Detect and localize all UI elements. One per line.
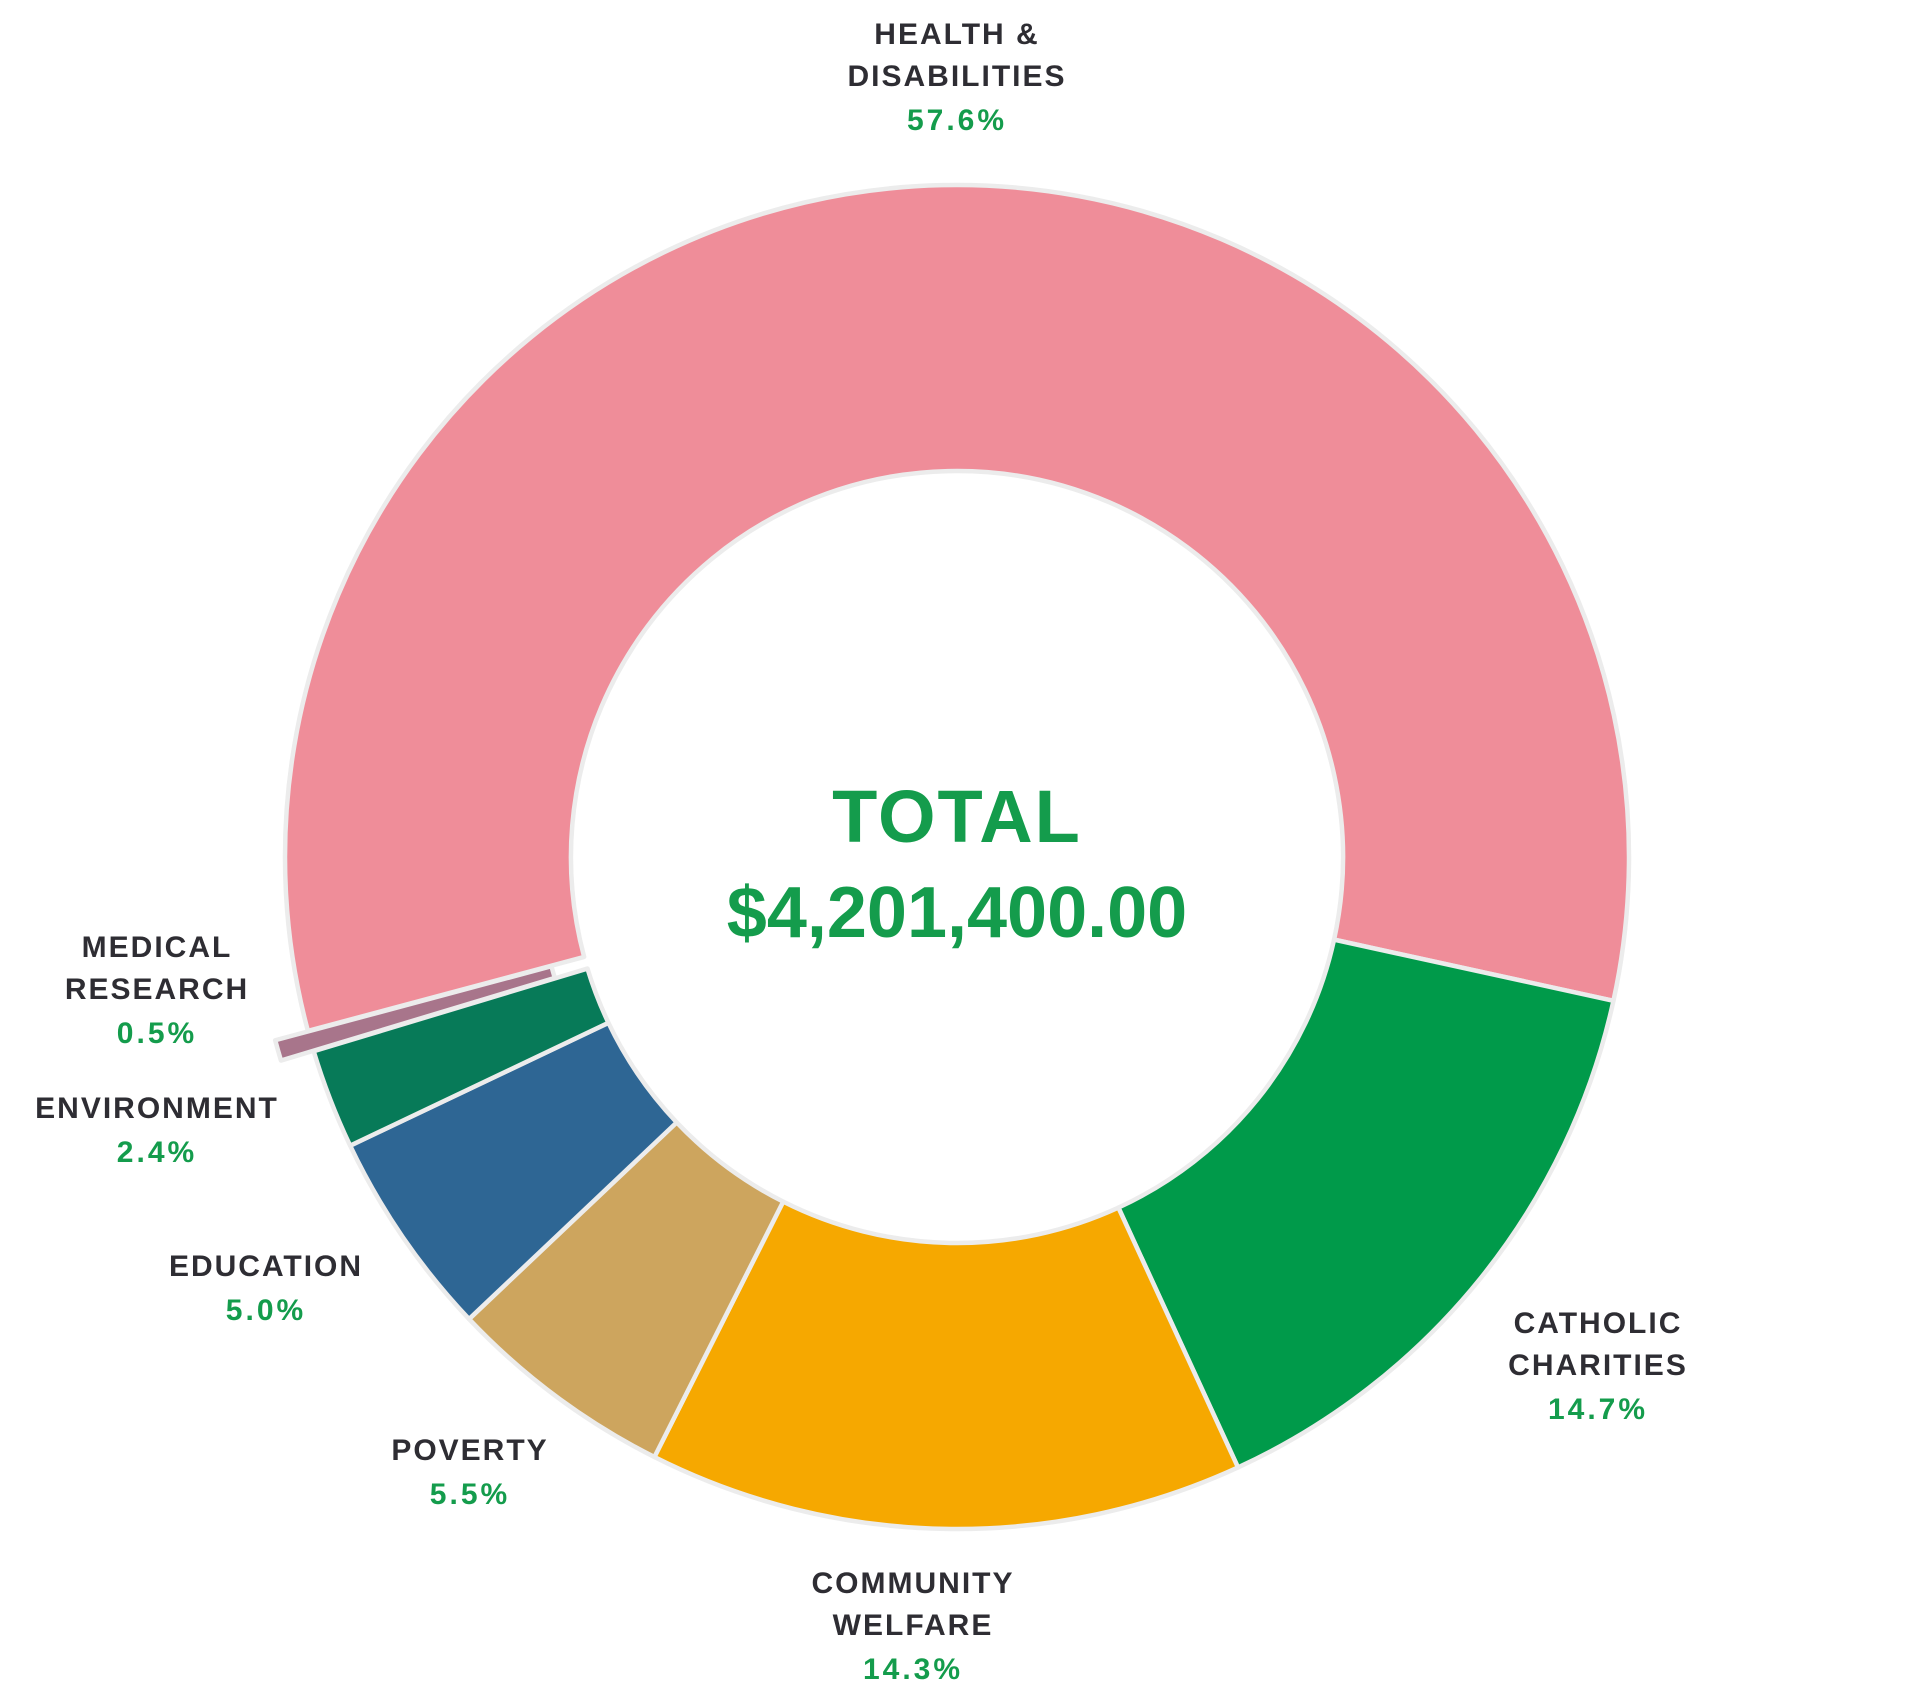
slice-community-welfare[interactable] <box>652 1199 1241 1532</box>
slice-medical-research[interactable] <box>272 963 558 1063</box>
slice-catholic-charities[interactable] <box>1116 937 1616 1470</box>
slice-health-disabilities[interactable] <box>282 182 1632 1034</box>
